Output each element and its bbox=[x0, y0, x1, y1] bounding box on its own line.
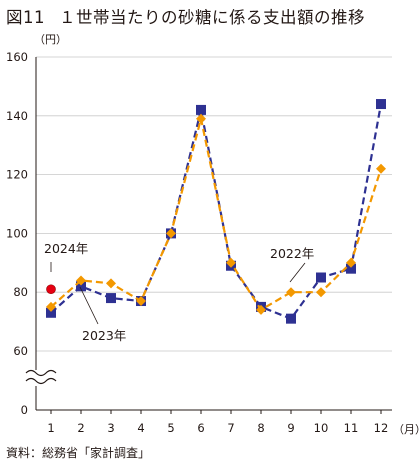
x-tick-label: 4 bbox=[137, 421, 144, 435]
x-tick-label: 11 bbox=[344, 421, 359, 435]
x-tick-label: 2 bbox=[77, 421, 84, 435]
axes bbox=[24, 57, 392, 411]
data-point-diamond bbox=[286, 287, 296, 298]
x-tick-label: 6 bbox=[197, 421, 204, 435]
x-tick-label: 1 bbox=[47, 421, 54, 435]
data-point-diamond bbox=[226, 257, 236, 268]
x-tick-label: 8 bbox=[257, 421, 264, 435]
x-tick-label: 12 bbox=[374, 421, 389, 435]
x-tick-label: 10 bbox=[314, 421, 329, 435]
series-label: 2022年 bbox=[270, 246, 314, 261]
data-point-diamond bbox=[376, 163, 386, 174]
y-tick-label: 60 bbox=[13, 344, 28, 358]
annotation-leader bbox=[79, 286, 99, 325]
series-group bbox=[46, 99, 386, 324]
x-tick-label: 3 bbox=[107, 421, 114, 435]
data-point-circle bbox=[46, 284, 56, 295]
series-label: 2023年 bbox=[82, 328, 126, 343]
data-point-square bbox=[76, 281, 86, 292]
data-point-square bbox=[346, 263, 356, 274]
axis-break-icon bbox=[24, 369, 57, 386]
x-tick-label: 9 bbox=[287, 421, 294, 435]
annotations: 2024年 2022年 2023年 bbox=[44, 241, 314, 343]
y-tick-label: 80 bbox=[13, 285, 28, 299]
x-tick-label: 7 bbox=[227, 421, 234, 435]
series-2022年 bbox=[46, 99, 386, 324]
chart-title: 図11 １世帯当たりの砂糖に係る支出額の推移 bbox=[6, 4, 365, 28]
x-axis-unit: （月） bbox=[393, 423, 420, 436]
figure-number: 図11 bbox=[6, 8, 45, 27]
data-point-diamond bbox=[316, 287, 326, 298]
data-point-square bbox=[106, 293, 116, 304]
y-tick-label: 120 bbox=[6, 168, 28, 182]
x-tick-labels: 1 2 3 4 5 6 7 8 9 10 11 12 bbox=[47, 410, 388, 435]
series-label: 2024年 bbox=[44, 241, 88, 256]
y-axis-unit: （円） bbox=[34, 33, 67, 46]
data-point-diamond bbox=[76, 275, 86, 286]
data-point-diamond bbox=[46, 301, 56, 312]
data-point-square bbox=[286, 313, 296, 324]
series-2024年 bbox=[46, 284, 56, 295]
data-point-diamond bbox=[106, 278, 116, 289]
series-line bbox=[50, 103, 383, 321]
data-point-square bbox=[316, 272, 326, 283]
y-tick-label: 140 bbox=[6, 109, 28, 123]
y-tick-label: 100 bbox=[6, 226, 28, 240]
source-note: 資料：総務省「家計調査」 bbox=[6, 446, 151, 460]
y-tick-labels: 0 60 80 100 120 140 160 bbox=[6, 50, 28, 417]
y-tick-label: 0 bbox=[21, 403, 28, 417]
series-line bbox=[50, 118, 383, 312]
figure-title: １世帯当たりの砂糖に係る支出額の推移 bbox=[59, 8, 365, 27]
annotation-leader bbox=[289, 262, 306, 283]
data-point-square bbox=[196, 104, 206, 115]
data-point-square bbox=[376, 99, 386, 110]
x-tick-label: 5 bbox=[167, 421, 174, 435]
data-point-diamond bbox=[196, 113, 206, 124]
y-tick-label: 160 bbox=[6, 50, 28, 64]
data-point-diamond bbox=[136, 296, 146, 307]
data-point-square bbox=[46, 307, 56, 318]
data-point-diamond bbox=[256, 304, 266, 315]
data-point-diamond bbox=[346, 257, 356, 268]
data-point-diamond bbox=[166, 228, 176, 239]
series-2023年 bbox=[46, 113, 386, 315]
